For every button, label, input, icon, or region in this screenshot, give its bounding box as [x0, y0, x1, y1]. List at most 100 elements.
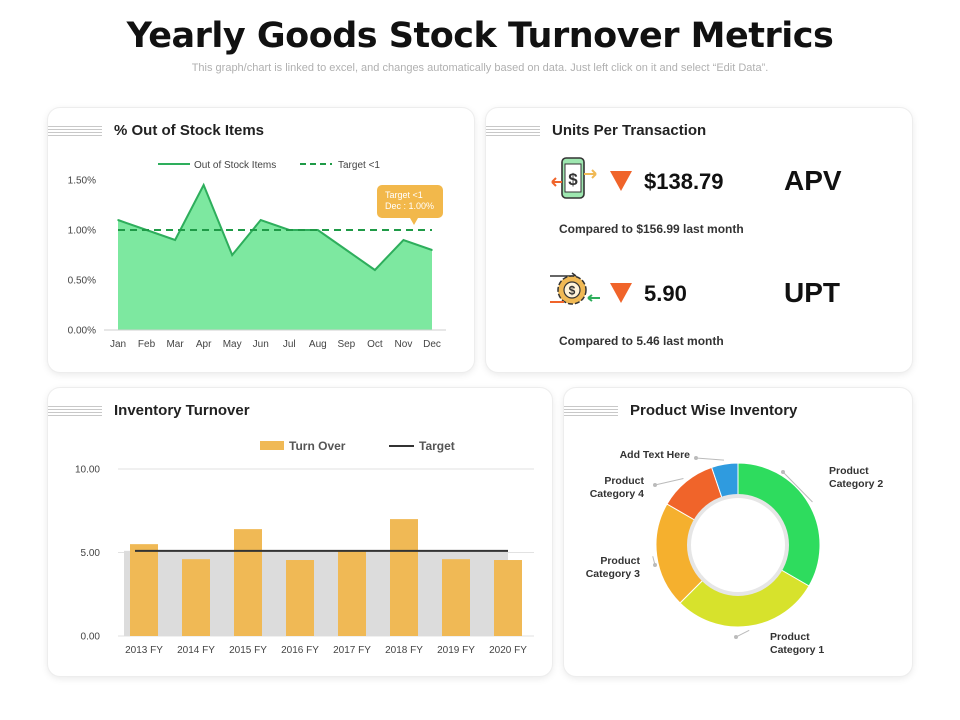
product-wise-inventory-card: Product Wise Inventory Product Category 2… [564, 388, 912, 676]
y-tick-label: 0.50% [68, 276, 96, 287]
x-tick-label: Feb [138, 339, 156, 350]
x-tick-label: 2018 FY [385, 645, 423, 656]
y-tick-label: 5.00 [81, 548, 101, 559]
title-decoration-lines [48, 406, 102, 416]
x-tick-label: Oct [367, 339, 383, 350]
leader-dot [653, 563, 657, 567]
inventory-turnover-chart: Turn Over Target 0.00 5.00 10.00 2013 FY 2014 … [75, 439, 534, 656]
leader-line [782, 471, 813, 503]
turnover-bar [338, 550, 366, 636]
data-point [202, 184, 205, 186]
data-point [117, 219, 119, 221]
turnover-bar [442, 559, 470, 636]
data-point [431, 249, 433, 251]
x-tick-label: 2019 FY [437, 645, 475, 656]
apv-comparison: Compared to $156.99 last month [559, 222, 744, 236]
x-tick-label: Apr [196, 339, 212, 350]
leader-line [654, 478, 684, 486]
turnover-bar [494, 560, 522, 636]
slice-label: Product Category 2 [829, 465, 883, 490]
upt-comparison: Compared to 5.46 last month [559, 334, 724, 348]
x-tick-label: 2017 FY [333, 645, 371, 656]
svg-text:$: $ [568, 170, 578, 189]
y-tick-label: 1.50% [68, 176, 96, 187]
units-per-transaction-card: Units Per Transaction $ $138.79 APV Comp… [486, 108, 912, 372]
title-decoration-lines [486, 126, 540, 136]
x-tick-label: Jan [110, 339, 126, 350]
data-point [402, 239, 405, 241]
apv-value: $138.79 [644, 169, 724, 194]
callout-bubble [377, 185, 443, 225]
leader-dot [694, 456, 698, 460]
x-tick-label: Dec [423, 339, 441, 350]
inventory-turnover-title: Inventory Turnover [114, 402, 250, 419]
out-of-stock-card: % Out of Stock Items Out of Stock Items T… [48, 108, 474, 372]
y-tick-label: 0.00 [81, 632, 101, 643]
units-per-transaction-title: Units Per Transaction [552, 122, 707, 139]
slice-label: Product Category 4 [590, 475, 645, 500]
x-tick-label: 2020 FY [489, 645, 527, 656]
x-tick-label: Jul [283, 339, 296, 350]
x-tick-label: 2015 FY [229, 645, 267, 656]
turnover-bar [130, 544, 158, 636]
leader-line [735, 629, 750, 638]
product-wise-inventory-chart: Product Category 2 Product Category 1 Produc… [586, 449, 884, 656]
y-tick-label: 10.00 [75, 465, 100, 476]
x-tick-label: May [223, 339, 242, 350]
slice-label: Add Text Here [620, 449, 691, 461]
slice-label: Product Category 1 [770, 631, 824, 656]
x-tick-label: 2014 FY [177, 645, 215, 656]
leader-dot [781, 470, 785, 474]
slice-label: Product Category 3 [586, 555, 641, 580]
legend-label-turn-over: Turn Over [289, 439, 346, 453]
callout-line1: Target <1 [385, 190, 423, 200]
legend-swatch-turn-over [260, 441, 284, 450]
area-line-out-of-stock [117, 182, 433, 272]
leader-line [695, 457, 725, 461]
x-tick-label: Nov [395, 339, 413, 350]
out-of-stock-title: % Out of Stock Items [114, 122, 265, 139]
turnover-bar [286, 560, 314, 636]
turnover-bar [234, 529, 262, 636]
turnover-bar [390, 519, 418, 636]
area-fill [118, 185, 432, 330]
data-point [345, 249, 348, 251]
page-title: Yearly Goods Stock Turnover Metrics [126, 16, 834, 56]
y-tick-label: 0.00% [68, 326, 96, 337]
leader-dot [653, 483, 657, 487]
data-point [317, 229, 319, 231]
x-tick-label: Aug [309, 339, 327, 350]
title-decoration-lines [48, 126, 102, 136]
callout-line2: Dec : 1.00% [385, 201, 434, 211]
inventory-turnover-card: Inventory Turnover Turn Over Target 0.00 5.… [48, 388, 552, 676]
x-tick-label: 2013 FY [125, 645, 163, 656]
y-tick-label: 1.00% [68, 226, 96, 237]
x-tick-label: Mar [166, 339, 184, 350]
svg-text:$: $ [569, 284, 576, 298]
donut-hole [687, 494, 789, 596]
turnover-bar [182, 559, 210, 636]
data-point [259, 219, 262, 221]
out-of-stock-chart: Out of Stock Items Target <1 0.00% 0.50% 1.0… [68, 160, 446, 350]
data-point [231, 254, 233, 256]
upt-value: 5.90 [644, 281, 687, 306]
page-subtitle: This graph/chart is linked to excel, and… [191, 62, 769, 74]
down-triangle-icon [610, 171, 632, 191]
product-wise-inventory-title: Product Wise Inventory [630, 402, 798, 419]
x-tick-label: 2016 FY [281, 645, 319, 656]
legend-label-out-of-stock: Out of Stock Items [194, 160, 276, 171]
leader-dot [734, 635, 738, 639]
down-triangle-icon [610, 283, 632, 303]
legend-label-target: Target <1 [338, 160, 380, 171]
gear-dollar-icon: $ [550, 272, 600, 305]
dollar-phone-icon: $ [551, 157, 597, 199]
data-point [174, 239, 176, 241]
x-tick-label: Jun [253, 339, 269, 350]
legend-label-target: Target [419, 439, 455, 453]
upt-label: UPT [784, 277, 840, 308]
data-point [374, 269, 376, 271]
title-decoration-lines [564, 406, 618, 416]
apv-label: APV [784, 165, 842, 196]
x-tick-label: Sep [337, 339, 355, 350]
